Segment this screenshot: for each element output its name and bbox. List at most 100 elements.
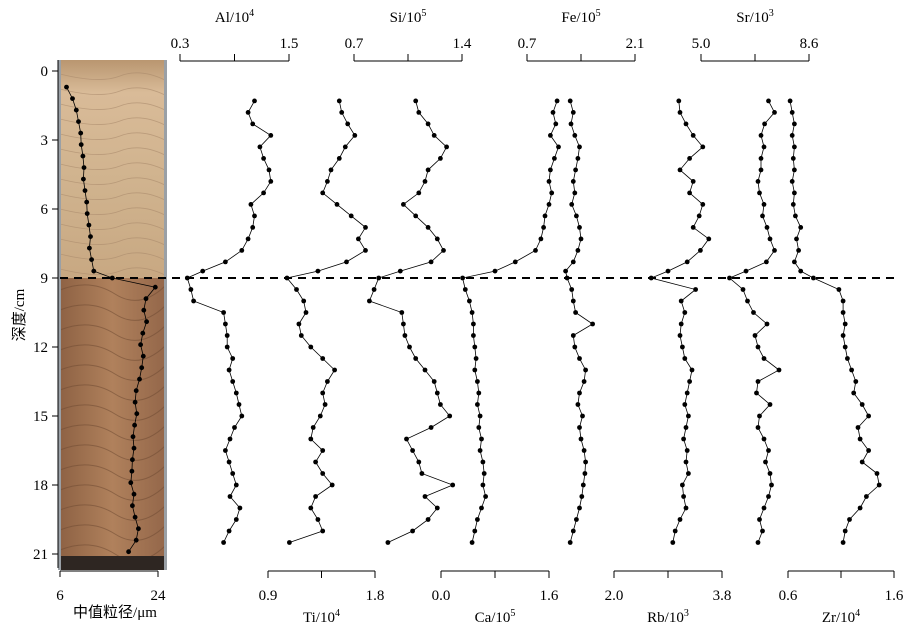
core-lamina bbox=[59, 87, 166, 96]
data-point bbox=[787, 98, 793, 104]
data-point bbox=[237, 505, 243, 511]
core-lamina bbox=[59, 162, 166, 171]
data-point bbox=[690, 179, 696, 184]
data-point bbox=[416, 110, 422, 115]
data-point bbox=[772, 248, 777, 253]
data-point bbox=[248, 202, 254, 207]
core-lamina bbox=[59, 267, 166, 276]
data-point bbox=[320, 471, 326, 476]
data-point bbox=[416, 190, 422, 196]
series-3: 0.7 1.4 Si/105 bbox=[345, 8, 472, 545]
data-point bbox=[572, 190, 578, 196]
core-left-edge bbox=[58, 60, 61, 570]
data-point bbox=[842, 321, 848, 327]
data-point bbox=[438, 402, 443, 407]
data-point bbox=[672, 528, 678, 534]
data-point bbox=[230, 379, 236, 384]
data-point bbox=[80, 153, 86, 159]
data-point bbox=[549, 190, 555, 196]
data-point bbox=[553, 121, 559, 127]
scale-tick-label: 0.7 bbox=[345, 36, 364, 52]
series-line bbox=[368, 100, 454, 543]
data-point bbox=[336, 156, 342, 161]
data-point bbox=[397, 268, 403, 274]
data-point bbox=[570, 110, 576, 115]
data-point bbox=[476, 425, 482, 430]
data-point bbox=[743, 268, 749, 274]
data-point bbox=[740, 287, 746, 292]
data-point bbox=[462, 287, 468, 292]
data-point bbox=[431, 379, 437, 384]
data-point bbox=[356, 236, 361, 242]
data-point bbox=[745, 298, 750, 304]
data-point bbox=[677, 167, 683, 173]
data-point bbox=[686, 471, 691, 476]
series-2: 0.9 1.8 Ti/104 bbox=[259, 98, 384, 624]
data-point bbox=[751, 310, 756, 315]
data-point bbox=[686, 413, 691, 419]
data-point bbox=[447, 413, 453, 419]
data-point bbox=[339, 110, 345, 115]
data-point bbox=[133, 537, 139, 543]
data-point bbox=[687, 156, 692, 161]
data-point bbox=[230, 471, 236, 476]
data-point bbox=[419, 471, 425, 476]
data-point bbox=[836, 287, 842, 292]
data-point bbox=[857, 505, 863, 511]
data-point bbox=[425, 225, 431, 230]
data-point bbox=[401, 321, 406, 327]
data-point bbox=[425, 167, 431, 173]
data-point bbox=[475, 517, 480, 522]
data-point bbox=[89, 257, 94, 262]
data-point bbox=[681, 436, 686, 442]
data-point bbox=[188, 287, 194, 292]
data-point bbox=[477, 413, 483, 419]
data-point bbox=[371, 287, 377, 292]
data-point bbox=[590, 321, 595, 327]
data-point bbox=[859, 402, 865, 407]
data-point bbox=[792, 121, 797, 127]
data-point bbox=[766, 98, 771, 104]
scale-tick-label: 5.0 bbox=[692, 36, 711, 52]
data-point bbox=[407, 344, 412, 350]
data-point bbox=[336, 98, 342, 104]
scale-tick-label: 0.9 bbox=[259, 588, 278, 604]
data-point bbox=[268, 133, 274, 138]
data-point bbox=[73, 107, 79, 113]
data-point bbox=[693, 287, 698, 292]
data-point bbox=[471, 321, 476, 327]
data-point bbox=[727, 275, 732, 281]
data-point bbox=[475, 379, 480, 384]
data-point bbox=[363, 248, 368, 253]
data-point bbox=[761, 202, 767, 207]
data-point bbox=[223, 448, 228, 453]
data-point bbox=[790, 202, 796, 207]
data-point bbox=[245, 110, 251, 115]
data-point bbox=[472, 367, 478, 373]
data-point bbox=[676, 98, 682, 104]
data-point bbox=[298, 333, 304, 338]
series-line bbox=[649, 100, 710, 543]
data-point bbox=[130, 457, 135, 463]
data-point bbox=[310, 425, 316, 430]
core-upper-section bbox=[60, 60, 165, 278]
data-point bbox=[422, 494, 428, 499]
data-point bbox=[472, 344, 478, 350]
data-point bbox=[764, 321, 770, 327]
series-label: Rb/103 bbox=[647, 608, 689, 624]
data-point bbox=[755, 344, 761, 350]
core-lamina bbox=[59, 147, 166, 156]
scale-tick-label: 0.6 bbox=[779, 588, 798, 604]
data-point bbox=[546, 202, 552, 207]
data-point bbox=[690, 133, 696, 138]
data-point bbox=[876, 482, 882, 488]
data-point bbox=[789, 110, 795, 115]
data-point bbox=[140, 330, 146, 336]
scale-tick-label: 2.0 bbox=[605, 588, 624, 604]
data-point bbox=[224, 333, 230, 338]
data-point bbox=[764, 259, 769, 265]
series-label: Si/105 bbox=[390, 8, 427, 26]
data-point bbox=[758, 133, 764, 138]
data-point bbox=[191, 298, 197, 304]
data-point bbox=[772, 110, 777, 115]
